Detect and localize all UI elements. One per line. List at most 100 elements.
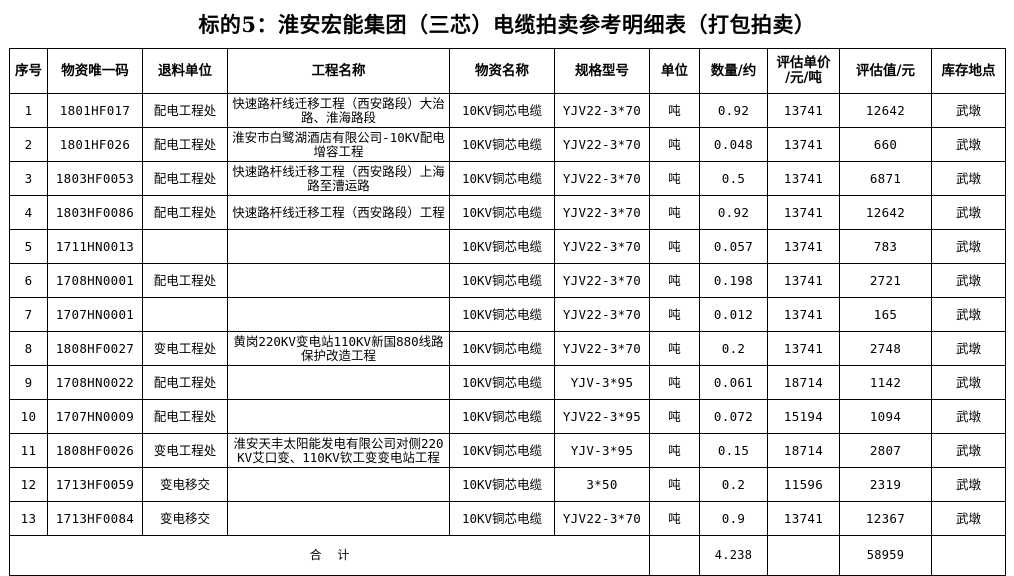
row-return-unit: 变电移交 — [142, 501, 228, 536]
row-spec-model: YJV-3*95 — [554, 365, 650, 400]
row-material-code: 1803HF0053 — [47, 161, 143, 196]
row-quantity: 0.057 — [699, 229, 768, 264]
row-quantity: 0.92 — [699, 93, 768, 128]
col-header-spec: 规格型号 — [554, 48, 650, 94]
table-row: 12 1713HF0059 变电移交 10KV铜芯电缆 3*50 吨 0.2 11596 231… — [9, 467, 1006, 502]
total-uom — [649, 535, 700, 576]
row-quantity: 0.5 — [699, 161, 768, 196]
row-appraised-value: 2807 — [839, 433, 932, 468]
row-return-unit: 配电工程处 — [142, 399, 228, 434]
row-project-name: 快速路杆线迁移工程（西安路段）工程 — [227, 195, 450, 230]
row-project-name — [227, 229, 450, 264]
row-index: 9 — [9, 365, 48, 400]
row-material-code: 1707HN0001 — [47, 297, 143, 332]
row-material-name: 10KV铜芯电缆 — [449, 161, 555, 196]
row-return-unit: 配电工程处 — [142, 263, 228, 298]
table-row: 13 1713HF0084 变电移交 10KV铜芯电缆 YJV22-3*70 吨 0.9 13… — [9, 501, 1006, 536]
row-return-unit: 配电工程处 — [142, 195, 228, 230]
row-uom: 吨 — [649, 263, 700, 298]
row-location: 武墩 — [931, 93, 1006, 128]
row-unit-price: 18714 — [767, 365, 840, 400]
row-unit-price: 13741 — [767, 229, 840, 264]
row-quantity: 0.198 — [699, 263, 768, 298]
row-appraised-value: 783 — [839, 229, 932, 264]
row-material-name: 10KV铜芯电缆 — [449, 297, 555, 332]
row-spec-model: YJV22-3*70 — [554, 229, 650, 264]
row-material-name: 10KV铜芯电缆 — [449, 501, 555, 536]
row-unit-price: 13741 — [767, 331, 840, 366]
row-index: 5 — [9, 229, 48, 264]
row-appraised-value: 1142 — [839, 365, 932, 400]
row-appraised-value: 6871 — [839, 161, 932, 196]
row-appraised-value: 1094 — [839, 399, 932, 434]
row-quantity: 0.048 — [699, 127, 768, 162]
row-uom: 吨 — [649, 229, 700, 264]
row-unit-price: 15194 — [767, 399, 840, 434]
row-uom: 吨 — [649, 161, 700, 196]
row-return-unit — [142, 229, 228, 264]
col-header-unit-price-line1: 评估单价 — [776, 55, 831, 72]
row-spec-model: 3*50 — [554, 467, 650, 502]
row-spec-model: YJV22-3*70 — [554, 195, 650, 230]
row-project-name — [227, 467, 450, 502]
row-quantity: 0.061 — [699, 365, 768, 400]
row-project-name — [227, 263, 450, 298]
row-spec-model: YJV22-3*70 — [554, 297, 650, 332]
row-return-unit: 变电移交 — [142, 467, 228, 502]
table-row: 5 1711HN0013 10KV铜芯电缆 YJV22-3*70 吨 0.057 13741… — [9, 229, 1006, 264]
row-index: 7 — [9, 297, 48, 332]
row-project-name: 淮安市白鹭湖酒店有限公司-10KV配电增容工程 — [227, 127, 450, 162]
row-material-name: 10KV铜芯电缆 — [449, 399, 555, 434]
row-material-name: 10KV铜芯电缆 — [449, 229, 555, 264]
row-return-unit: 变电工程处 — [142, 331, 228, 366]
row-uom: 吨 — [649, 399, 700, 434]
col-header-project: 工程名称 — [227, 48, 450, 94]
col-header-material: 物资名称 — [449, 48, 555, 94]
table-header-row: 序号 物资唯一码 退料单位 工程名称 物资名称 规格型号 单位 数量/约 评估单… — [9, 48, 1006, 94]
row-quantity: 0.012 — [699, 297, 768, 332]
row-spec-model: YJV22-3*70 — [554, 263, 650, 298]
row-appraised-value: 12642 — [839, 93, 932, 128]
table-row: 10 1707HN0009 配电工程处 10KV铜芯电缆 YJV22-3*95 吨 0.07… — [9, 399, 1006, 434]
row-return-unit: 配电工程处 — [142, 127, 228, 162]
row-spec-model: YJV22-3*70 — [554, 501, 650, 536]
row-location: 武墩 — [931, 365, 1006, 400]
row-index: 4 — [9, 195, 48, 230]
row-spec-model: YJV22-3*70 — [554, 331, 650, 366]
total-label: 合 计 — [9, 535, 650, 576]
row-location: 武墩 — [931, 161, 1006, 196]
table-row: 7 1707HN0001 10KV铜芯电缆 YJV22-3*70 吨 0.012 13741… — [9, 297, 1006, 332]
col-header-index: 序号 — [9, 48, 48, 94]
col-header-unit-price: 评估单价 /元/吨 — [767, 48, 840, 94]
table-container: 序号 物资唯一码 退料单位 工程名称 物资名称 规格型号 单位 数量/约 评估单… — [0, 48, 1014, 576]
row-appraised-value: 660 — [839, 127, 932, 162]
row-project-name — [227, 365, 450, 400]
row-return-unit: 配电工程处 — [142, 161, 228, 196]
row-index: 2 — [9, 127, 48, 162]
total-unit-price — [767, 535, 840, 576]
row-material-code: 1707HN0009 — [47, 399, 143, 434]
row-return-unit — [142, 297, 228, 332]
row-material-code: 1808HF0027 — [47, 331, 143, 366]
row-appraised-value: 12367 — [839, 501, 932, 536]
row-uom: 吨 — [649, 433, 700, 468]
row-index: 11 — [9, 433, 48, 468]
row-project-name — [227, 297, 450, 332]
row-location: 武墩 — [931, 501, 1006, 536]
table-row: 6 1708HN0001 配电工程处 10KV铜芯电缆 YJV22-3*70 吨 0.198… — [9, 263, 1006, 298]
table-row: 11 1808HF0026 变电工程处 淮安天丰太阳能发电有限公司对侧220KV艾口变… — [9, 433, 1006, 468]
row-appraised-value: 2319 — [839, 467, 932, 502]
col-header-unit-price-line2: /元/吨 — [785, 70, 822, 86]
row-quantity: 0.2 — [699, 467, 768, 502]
row-spec-model: YJV22-3*95 — [554, 399, 650, 434]
col-header-return-unit: 退料单位 — [142, 48, 228, 94]
row-location: 武墩 — [931, 433, 1006, 468]
row-uom: 吨 — [649, 195, 700, 230]
row-project-name — [227, 501, 450, 536]
row-spec-model: YJV22-3*70 — [554, 161, 650, 196]
col-header-uom: 单位 — [649, 48, 700, 94]
row-location: 武墩 — [931, 263, 1006, 298]
row-unit-price: 13741 — [767, 161, 840, 196]
row-quantity: 0.072 — [699, 399, 768, 434]
total-value: 58959 — [839, 535, 932, 576]
